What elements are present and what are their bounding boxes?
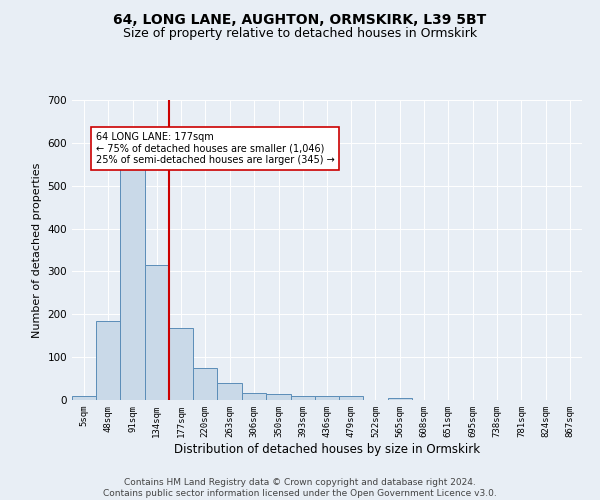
- Bar: [315, 396, 339, 400]
- Text: Distribution of detached houses by size in Ormskirk: Distribution of detached houses by size …: [174, 442, 480, 456]
- Text: Size of property relative to detached houses in Ormskirk: Size of property relative to detached ho…: [123, 28, 477, 40]
- Bar: [217, 383, 242, 400]
- Y-axis label: Number of detached properties: Number of detached properties: [32, 162, 42, 338]
- Bar: [290, 396, 315, 400]
- Text: Contains HM Land Registry data © Crown copyright and database right 2024.
Contai: Contains HM Land Registry data © Crown c…: [103, 478, 497, 498]
- Bar: [388, 398, 412, 400]
- Bar: [339, 396, 364, 400]
- Bar: [193, 368, 217, 400]
- Bar: [145, 265, 169, 400]
- Text: 64 LONG LANE: 177sqm
← 75% of detached houses are smaller (1,046)
25% of semi-de: 64 LONG LANE: 177sqm ← 75% of detached h…: [95, 132, 334, 166]
- Bar: [242, 392, 266, 400]
- Text: 64, LONG LANE, AUGHTON, ORMSKIRK, L39 5BT: 64, LONG LANE, AUGHTON, ORMSKIRK, L39 5B…: [113, 12, 487, 26]
- Bar: [266, 394, 290, 400]
- Bar: [121, 166, 145, 400]
- Bar: [72, 396, 96, 400]
- Bar: [96, 320, 121, 400]
- Bar: [169, 328, 193, 400]
